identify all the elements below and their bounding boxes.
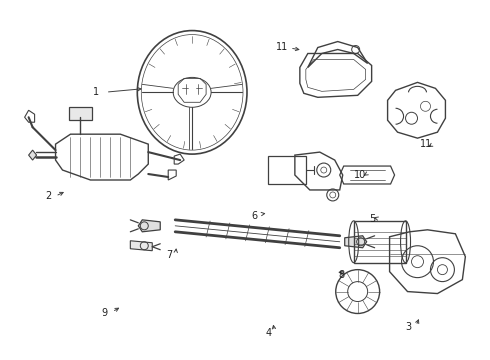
Text: 9: 9 [102, 309, 108, 318]
Polygon shape [345, 236, 367, 248]
Text: 7: 7 [166, 250, 172, 260]
Text: 5: 5 [369, 215, 375, 224]
Text: 3: 3 [406, 322, 412, 332]
Text: 4: 4 [266, 328, 271, 338]
Text: 11: 11 [419, 139, 432, 149]
Text: 11: 11 [275, 42, 288, 52]
Polygon shape [138, 220, 160, 232]
Polygon shape [28, 150, 37, 160]
Text: 2: 2 [46, 191, 52, 201]
Text: 10: 10 [354, 170, 366, 180]
Polygon shape [130, 241, 152, 251]
Polygon shape [69, 107, 93, 120]
Text: 1: 1 [93, 87, 99, 97]
Text: 8: 8 [339, 270, 345, 280]
Text: 6: 6 [252, 211, 258, 221]
